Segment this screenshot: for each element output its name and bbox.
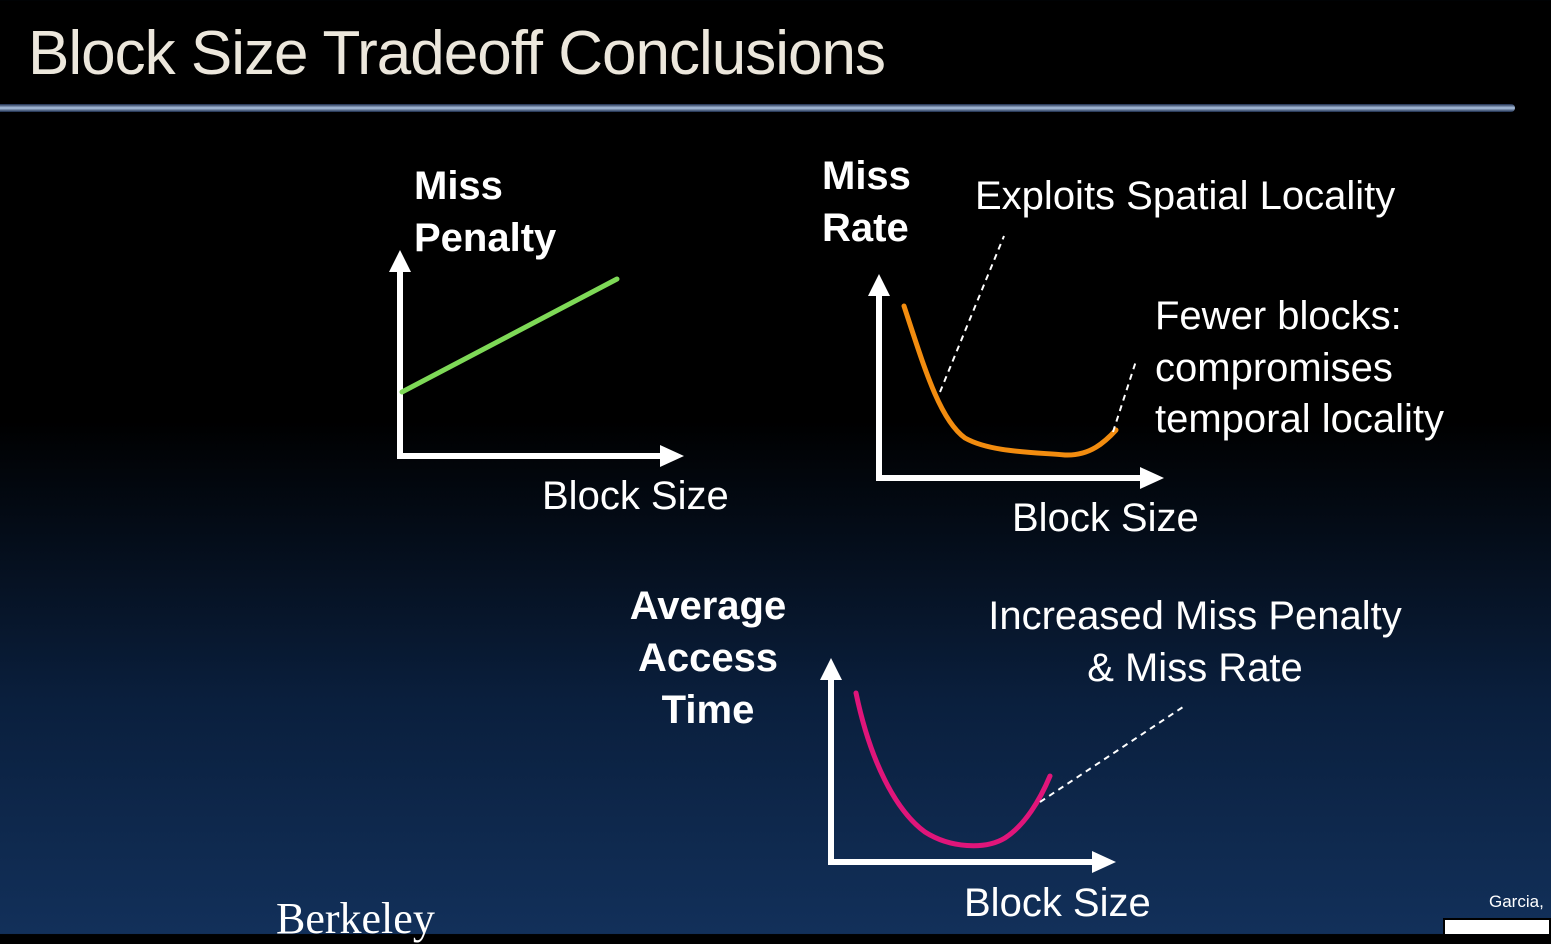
miss-rate-x-arrow (1140, 467, 1164, 489)
access-time-xlabel: Block Size (964, 881, 1151, 925)
miss-penalty-graph (389, 250, 684, 467)
miss-penalty-y-arrow (389, 250, 411, 272)
fewer-blocks-annotation-line2: compromises (1155, 346, 1393, 390)
creative-commons-icon (1443, 918, 1551, 934)
access-time-curve (853, 690, 1053, 849)
berkeley-logo: Berkeley (276, 894, 435, 943)
miss-penalty-ylabel-line1: Miss (414, 164, 503, 208)
miss-rate-ylabel-line2: Rate (822, 206, 909, 250)
fewer-blocks-annotation-line3: temporal locality (1155, 397, 1445, 441)
access-time-y-arrow (820, 658, 842, 680)
miss-rate-graph (868, 235, 1164, 489)
miss-penalty-xlabel: Block Size (542, 474, 729, 518)
fewer-blocks-annotation-line1: Fewer blocks: (1155, 294, 1402, 338)
access-time-x-arrow (1092, 851, 1116, 873)
miss-rate-curve (901, 303, 1119, 458)
miss-rate-ylabel-line1: Miss (822, 154, 911, 198)
title-divider (0, 104, 1515, 112)
increased-penalty-annotation-line2: & Miss Rate (1087, 646, 1303, 690)
miss-penalty-x-arrow (660, 445, 684, 467)
access-time-ylabel-line2: Access (637, 636, 779, 680)
miss-penalty-ylabel-line2: Penalty (414, 216, 557, 260)
access-time-ylabel-line3: Time (661, 688, 755, 732)
spatial-locality-annotation: Exploits Spatial Locality (975, 174, 1396, 218)
access-time-ylabel-line1: Average (629, 584, 787, 628)
miss-rate-y-arrow (868, 274, 890, 296)
spatial-leader-line (939, 235, 1005, 393)
temporal-leader-line (1112, 360, 1137, 433)
increased-penalty-annotation-line1: Increased Miss Penalty (988, 594, 1402, 638)
author-credit: Garcia, (1489, 892, 1544, 911)
miss-rate-xlabel: Block Size (1012, 496, 1199, 540)
access-time-graph (820, 658, 1187, 873)
slide-title: Block Size Tradeoff Conclusions (28, 19, 886, 88)
increased-penalty-leader-line (1039, 704, 1187, 803)
miss-penalty-line (399, 276, 620, 395)
